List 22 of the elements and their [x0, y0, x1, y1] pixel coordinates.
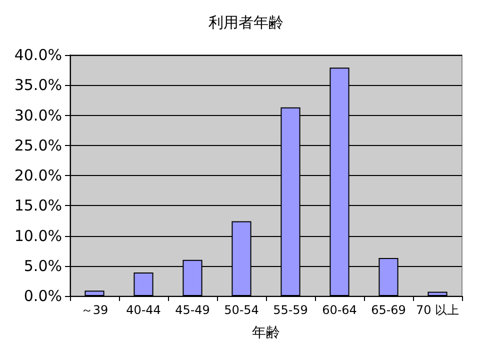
- y-tick-label: 15.0%: [14, 196, 62, 215]
- bar: [134, 272, 154, 296]
- y-tick-label: 20.0%: [14, 166, 62, 184]
- bar: [84, 290, 104, 296]
- x-tick-label: 60-64: [322, 303, 357, 317]
- y-tick-label: 5.0%: [24, 256, 62, 275]
- x-axis-title: 年齢: [252, 325, 280, 341]
- y-tick-label: 35.0%: [14, 76, 62, 94]
- x-tick-label: 50-54: [224, 303, 259, 317]
- chart-title: 利用者年齢: [208, 14, 284, 32]
- x-tick-label: 65-69: [371, 303, 406, 317]
- y-tick-label: 0.0%: [24, 287, 62, 305]
- y-tick-label: 10.0%: [14, 226, 62, 245]
- x-tick-label: ～39: [80, 303, 108, 317]
- bar: [428, 292, 448, 296]
- y-tick-label: 25.0%: [14, 136, 62, 154]
- x-tick-label: 40-44: [126, 303, 161, 317]
- x-tick-label: 70 以上: [416, 303, 460, 317]
- y-tick-label: 40.0%: [14, 46, 62, 64]
- y-tick-label: 30.0%: [14, 106, 62, 124]
- x-tick-label: 45-49: [175, 303, 210, 317]
- x-tick-label: 55-59: [273, 303, 308, 317]
